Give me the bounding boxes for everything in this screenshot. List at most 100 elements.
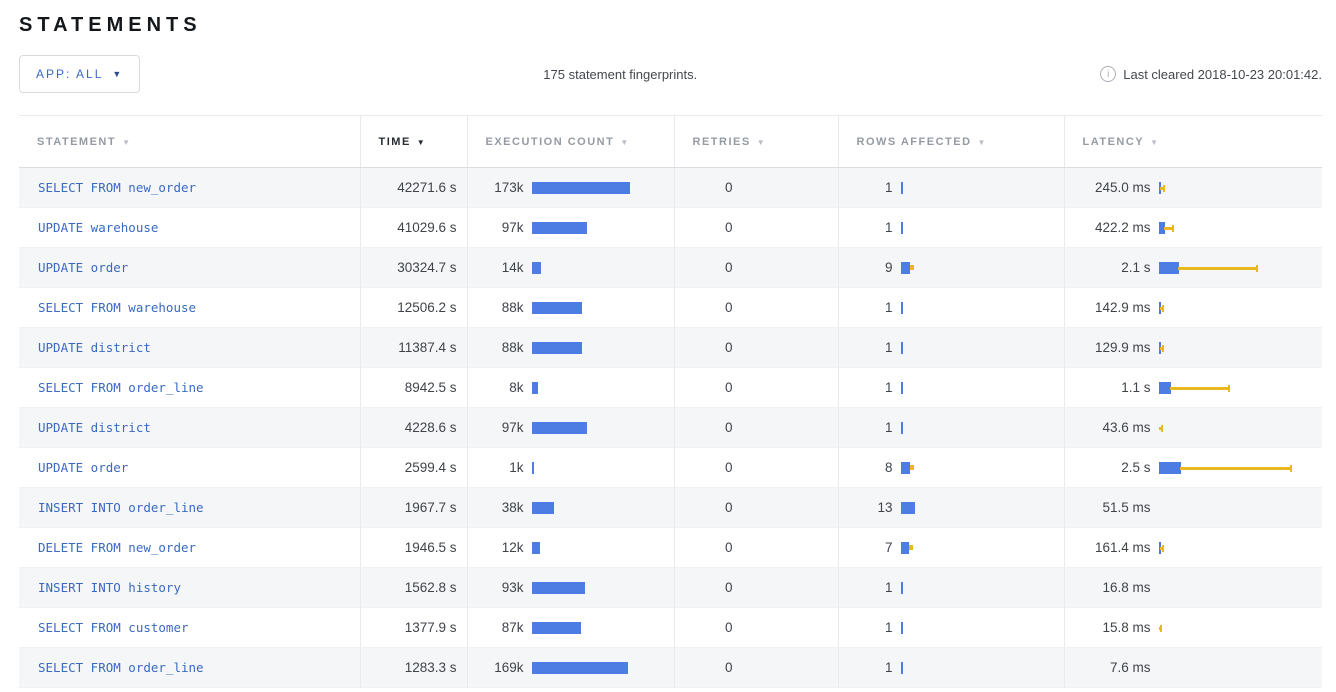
rows-affected-bar (900, 621, 903, 634)
execution-count-value: 169k (494, 660, 524, 675)
column-header-time[interactable]: TIME ▼ (359, 115, 467, 168)
time-value: 42271.6 s (397, 180, 457, 195)
latency-bar-chart (1158, 461, 1323, 475)
statement-link[interactable]: INSERT INTO order_line (38, 500, 204, 515)
rows-affected-value: 1 (884, 220, 893, 235)
table-row: UPDATE order 30324.7 s 14k 0 9 (19, 247, 1323, 288)
rows-affected-dev-bar (909, 265, 914, 270)
execution-count-bar-chart (531, 341, 674, 355)
rows-affected-bar (900, 381, 903, 394)
latency-bar-chart (1158, 541, 1323, 555)
time-value: 11387.4 s (398, 340, 457, 355)
execution-count-bar (531, 461, 534, 474)
latency-bar-chart (1158, 341, 1323, 355)
execution-count-bar-chart (531, 541, 674, 555)
sort-arrow-icon: ▼ (1150, 137, 1160, 147)
execution-count-bar (531, 261, 541, 274)
retries-value: 0 (724, 580, 733, 595)
rows-affected-value: 1 (884, 580, 893, 595)
time-value: 2599.4 s (404, 460, 457, 475)
column-header-statement[interactable]: STATEMENT ▼ (19, 115, 360, 168)
latency-dev-line (1159, 344, 1164, 352)
latency-value: 2.5 s (1121, 460, 1151, 475)
execution-count-bar-chart (531, 381, 674, 395)
execution-count-bar-chart (531, 621, 674, 635)
statement-link[interactable]: UPDATE district (38, 420, 151, 435)
rows-affected-value: 1 (884, 660, 893, 675)
execution-count-value: 87k (501, 620, 524, 635)
table-row: INSERT INTO order_line 1967.7 s 38k 0 13 (19, 487, 1322, 528)
time-value: 1967.7 s (404, 500, 457, 515)
retries-value: 0 (724, 180, 733, 195)
column-header-label: EXECUTION COUNT (485, 135, 615, 148)
column-header-latency[interactable]: LATENCY ▼ (1063, 115, 1322, 168)
column-header-retries[interactable]: RETRIES ▼ (673, 115, 838, 168)
execution-count-value: 88k (501, 340, 524, 355)
execution-count-bar (531, 501, 554, 514)
statement-link[interactable]: SELECT FROM new_order (38, 180, 197, 195)
statement-link[interactable]: INSERT INTO history (38, 580, 181, 595)
latency-value: 51.5 ms (1102, 500, 1151, 515)
column-header-rows-affected[interactable]: ROWS AFFECTED ▼ (837, 115, 1064, 168)
statement-link[interactable]: SELECT FROM customer (38, 620, 189, 635)
table-row: SELECT FROM order_line 1283.3 s 169k 0 1 (19, 647, 1322, 688)
rows-affected-value: 8 (884, 460, 893, 475)
retries-value: 0 (724, 380, 733, 395)
execution-count-value: 97k (501, 220, 524, 235)
statement-link[interactable]: SELECT FROM warehouse (38, 300, 197, 315)
table-row: UPDATE warehouse 41029.6 s 97k 0 1 (19, 207, 1323, 248)
info-icon[interactable]: i (1100, 66, 1117, 82)
rows-affected-bar-chart (900, 301, 1064, 315)
latency-bar (1158, 461, 1181, 474)
rows-affected-bar (900, 181, 903, 194)
statement-link[interactable]: UPDATE warehouse (38, 220, 159, 235)
table-row: DELETE FROM new_order 1946.5 s 12k 0 7 (19, 527, 1323, 568)
rows-affected-bar-chart (900, 461, 1064, 475)
app-filter-label: APP: ALL (36, 67, 104, 81)
app-filter-dropdown[interactable]: APP: ALL ▼ (19, 55, 141, 93)
latency-bar-chart (1158, 221, 1323, 235)
execution-count-bar-chart (531, 181, 674, 195)
rows-affected-bar (900, 341, 903, 354)
rows-affected-value: 1 (884, 620, 893, 635)
time-value: 1377.9 s (404, 620, 457, 635)
latency-bar-chart (1159, 581, 1323, 595)
latency-bar-chart (1158, 301, 1323, 315)
latency-dev-line (1159, 184, 1165, 192)
execution-count-value: 173k (494, 180, 524, 195)
statement-link[interactable]: UPDATE order (38, 260, 129, 275)
execution-count-bar (531, 381, 538, 394)
column-header-label: RETRIES (692, 135, 751, 148)
rows-affected-dev-bar (908, 545, 913, 550)
rows-affected-bar-chart (900, 221, 1064, 235)
time-value: 4228.6 s (404, 420, 457, 435)
table-header-row: STATEMENT ▼ TIME ▼ EXECUTION COUNT ▼ RETRIES ▼ R… (19, 115, 1322, 168)
retries-value: 0 (724, 460, 733, 475)
latency-dev-line (1169, 384, 1230, 392)
latency-bar-chart (1158, 621, 1323, 635)
latency-value: 7.6 ms (1109, 660, 1151, 675)
statement-link[interactable]: SELECT FROM order_line (38, 660, 204, 675)
latency-value: 43.6 ms (1102, 420, 1151, 435)
statement-link[interactable]: SELECT FROM order_line (38, 380, 204, 395)
rows-affected-bar (900, 261, 910, 274)
latency-value: 2.1 s (1121, 260, 1151, 275)
latency-bar-chart (1158, 261, 1323, 275)
latency-dev-line (1179, 464, 1292, 472)
latency-bar-chart (1158, 381, 1323, 395)
statement-link[interactable]: UPDATE order (38, 460, 129, 475)
sort-arrow-icon: ▼ (122, 137, 132, 147)
execution-count-bar-chart (531, 421, 674, 435)
statement-link[interactable]: UPDATE district (38, 340, 151, 355)
statement-link[interactable]: DELETE FROM new_order (38, 540, 197, 555)
latency-dev-line (1158, 624, 1162, 632)
time-value: 1562.8 s (404, 580, 457, 595)
latency-dev-line (1158, 424, 1163, 432)
execution-count-bar-chart (531, 661, 674, 675)
rows-affected-bar (900, 541, 909, 554)
column-header-label: ROWS AFFECTED (856, 135, 972, 148)
execution-count-value: 38k (501, 500, 524, 515)
latency-bar-chart (1158, 421, 1323, 435)
column-header-execution-count[interactable]: EXECUTION COUNT ▼ (466, 115, 674, 168)
sort-arrow-icon: ▼ (620, 137, 630, 147)
